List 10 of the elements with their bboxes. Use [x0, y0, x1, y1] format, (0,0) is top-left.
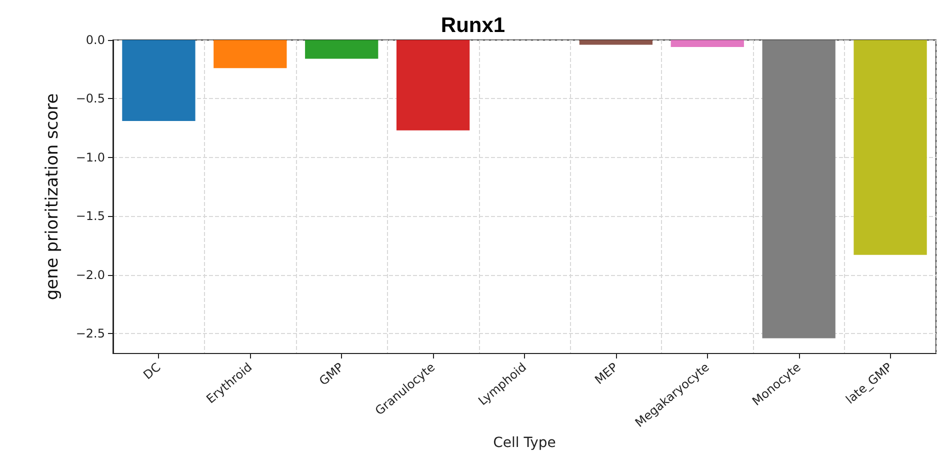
y-tick-label: −2.5 — [76, 326, 105, 341]
y-tick-label: −1.0 — [76, 150, 105, 164]
chart-title: Runx1 — [440, 14, 506, 37]
x-tick-label: DC — [140, 360, 164, 382]
y-axis-title: gene prioritization score — [42, 93, 62, 300]
y-tick-label: 0.0 — [86, 33, 105, 47]
y-tick-label: −1.5 — [76, 209, 105, 224]
y-tick-label: −2.0 — [76, 268, 105, 282]
y-tick-label: −0.5 — [76, 92, 105, 106]
x-axis-title: Cell Type — [493, 435, 556, 451]
